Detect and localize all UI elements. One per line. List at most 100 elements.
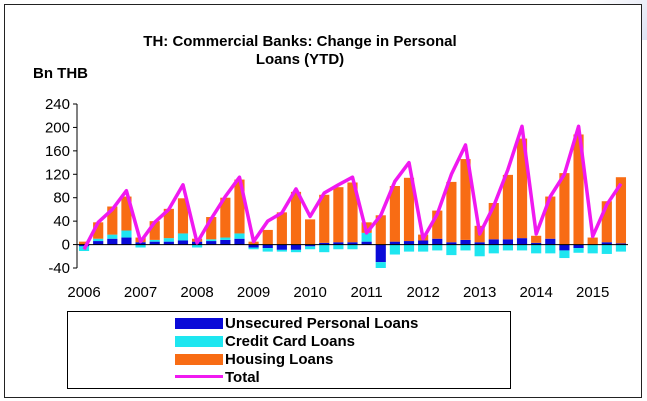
bar-credit-card-loans (234, 233, 245, 239)
x-tick-label: 2011 (350, 284, 382, 301)
bar-unsecured-personal-loans (531, 242, 542, 245)
bar-credit-card-loans (163, 238, 174, 242)
bar-housing-loans (163, 208, 174, 239)
bar-unsecured-personal-loans (78, 244, 90, 247)
y-tick-label: 240 (45, 96, 70, 113)
legend-label-unsecured: Unsecured Personal Loans (225, 315, 419, 332)
bar-housing-loans (290, 191, 302, 245)
bar-credit-card-loans (488, 244, 499, 254)
bar-credit-card-loans (220, 237, 231, 240)
bar-credit-card-loans (531, 244, 542, 254)
bar-unsecured-personal-loans (347, 242, 358, 245)
bar-credit-card-loans (262, 248, 273, 252)
legend-label-total: Total (225, 369, 260, 386)
bar-credit-card-loans (192, 244, 203, 248)
bar-housing-loans (262, 229, 273, 245)
bar-unsecured-personal-loans (149, 241, 160, 245)
bar-unsecured-personal-loans (135, 242, 146, 245)
bar-credit-card-loans (460, 244, 471, 251)
bar-credit-card-loans (375, 262, 386, 268)
bar-credit-card-loans (305, 246, 316, 250)
bar-credit-card-loans (559, 250, 570, 259)
bar-unsecured-personal-loans (403, 241, 415, 245)
bar-housing-loans (93, 222, 104, 239)
bar-credit-card-loans (403, 244, 415, 252)
legend-label-credit-card: Credit Card Loans (225, 333, 356, 350)
x-tick-label: 2007 (124, 284, 157, 301)
bar-unsecured-personal-loans (361, 241, 372, 245)
y-axis-unit-label: Bn THB (33, 65, 88, 82)
bar-unsecured-personal-loans (559, 244, 570, 251)
bar-housing-loans (206, 217, 217, 240)
bar-unsecured-personal-loans (319, 242, 330, 245)
x-tick-label: 2012 (406, 284, 439, 301)
bar-unsecured-personal-loans (516, 238, 528, 245)
bar-unsecured-personal-loans (601, 242, 612, 245)
chart-title-line-1: TH: Commercial Banks: Change in Personal (143, 33, 457, 50)
bar-housing-loans (531, 235, 542, 243)
bar-housing-loans (333, 187, 344, 243)
bar-housing-loans (502, 174, 513, 240)
x-tick-label: 2008 (180, 284, 213, 301)
bar-credit-card-loans (248, 247, 259, 250)
bar-housing-loans (276, 212, 287, 245)
bar-credit-card-loans (545, 244, 556, 254)
bar-unsecured-personal-loans (121, 237, 132, 245)
legend-swatch-housing (175, 354, 223, 365)
bar-housing-loans (601, 201, 612, 243)
bar-housing-loans (615, 177, 627, 244)
bar-credit-card-loans (290, 249, 302, 253)
x-tick-label: 2013 (463, 284, 496, 301)
bar-unsecured-personal-loans (375, 244, 386, 263)
bar-credit-card-loans (276, 249, 287, 252)
bar-housing-loans (559, 173, 570, 245)
x-tick-label: 2009 (237, 284, 270, 301)
bar-housing-loans (78, 241, 90, 245)
bar-credit-card-loans (446, 244, 457, 256)
legend: Unsecured Personal Loans Credit Card Loa… (67, 311, 511, 389)
bar-unsecured-personal-loans (93, 241, 104, 245)
series-line-total (82, 124, 623, 251)
bar-unsecured-personal-loans (305, 244, 316, 247)
bar-credit-card-loans (347, 244, 358, 250)
bar-housing-loans (149, 221, 160, 240)
bar-unsecured-personal-loans (248, 244, 259, 248)
bar-housing-loans (573, 134, 584, 245)
bar-housing-loans (177, 198, 189, 234)
y-tick-label: 80 (53, 190, 70, 207)
bar-credit-card-loans (587, 244, 598, 254)
bar-unsecured-personal-loans (262, 244, 273, 249)
x-tick-label: 2006 (67, 284, 100, 301)
bar-unsecured-personal-loans (333, 242, 344, 245)
bar-credit-card-loans (389, 244, 400, 255)
bar-housing-loans (319, 194, 330, 243)
bar-housing-loans (432, 210, 443, 239)
x-tick-label: 2015 (576, 284, 609, 301)
bar-unsecured-personal-loans (502, 239, 513, 245)
bar-credit-card-loans (615, 244, 627, 252)
bar-credit-card-loans (474, 244, 485, 257)
y-tick-label: 200 (45, 119, 70, 136)
bar-credit-card-loans (177, 233, 189, 241)
legend-label-housing: Housing Loans (225, 351, 334, 368)
bar-unsecured-personal-loans (573, 244, 584, 249)
bar-housing-loans (516, 138, 528, 239)
bar-credit-card-loans (206, 239, 217, 242)
bar-credit-card-loans (149, 239, 160, 242)
y-tick-label: 0 (62, 237, 70, 254)
bar-unsecured-personal-loans (290, 244, 302, 250)
legend-swatch-credit-card (175, 336, 223, 347)
bar-credit-card-loans (516, 244, 528, 251)
bar-housing-loans (488, 202, 499, 240)
bar-housing-loans (347, 182, 358, 243)
x-tick-label: 2014 (519, 284, 552, 301)
bar-housing-loans (220, 197, 231, 238)
legend-line-total (175, 375, 223, 378)
y-tick-label: 120 (45, 166, 70, 183)
bar-unsecured-personal-loans (615, 243, 627, 245)
bar-unsecured-personal-loans (418, 240, 429, 245)
bar-credit-card-loans (135, 244, 146, 248)
bar-credit-card-loans (573, 248, 584, 253)
bar-unsecured-personal-loans (234, 238, 245, 245)
bar-credit-card-loans (502, 244, 513, 251)
